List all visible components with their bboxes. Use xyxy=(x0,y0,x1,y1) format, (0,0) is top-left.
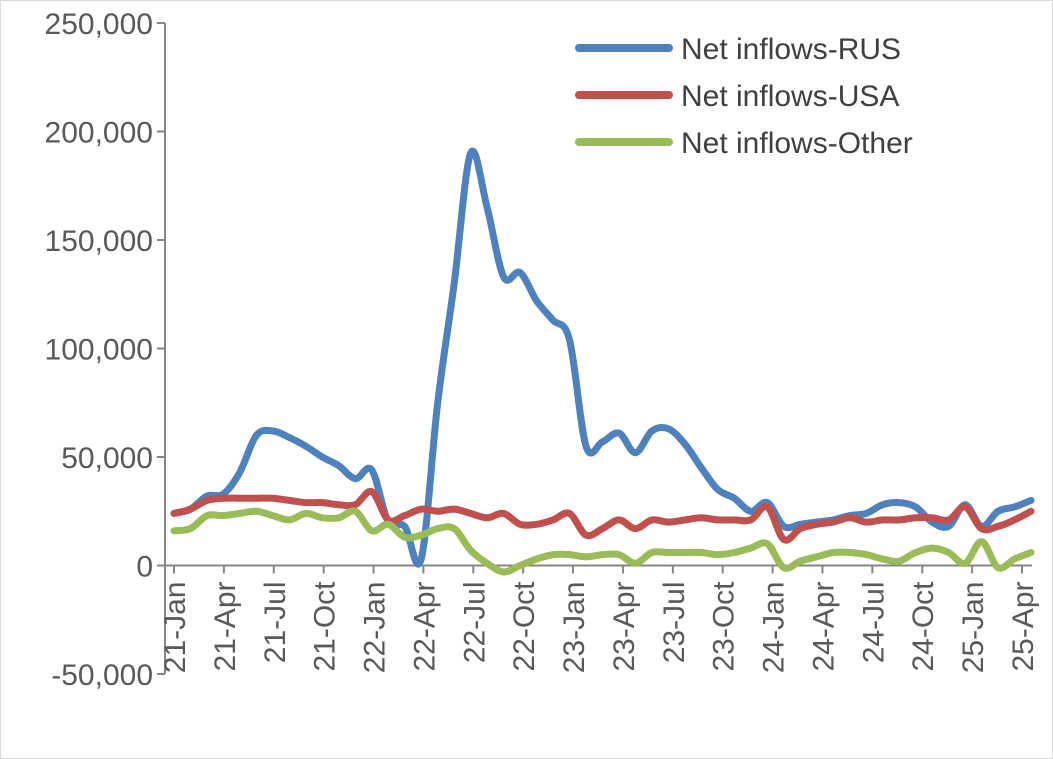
legend-label-3: Net inflows-Other xyxy=(681,127,913,160)
legend: Net inflows-RUS Net inflows-USA Net inflow… xyxy=(575,33,913,160)
series-lines xyxy=(170,147,1035,576)
x-tick-label: 25-Apr xyxy=(1007,581,1040,671)
x-tick-label: 24-Apr xyxy=(807,581,840,671)
x-tick-label: 21-Apr xyxy=(209,581,242,671)
x-tick-label: 23-Jul xyxy=(658,582,691,664)
x-tick-label: 22-Apr xyxy=(408,581,441,671)
x-tick-label: 23-Apr xyxy=(608,581,641,671)
x-tick-label: 24-Oct xyxy=(907,581,940,672)
x-axis: 21-Jan 21-Apr 21-Jul 21-Oct 22-Jan 22-Apr 22-J… xyxy=(159,564,1040,674)
series-line-2 xyxy=(170,487,1035,544)
x-tick-label: 21-Jan xyxy=(159,582,192,674)
x-tick-label: 21-Jul xyxy=(259,582,292,664)
x-tick-label: 24-Jan xyxy=(758,582,791,674)
x-tick-label: 22-Jan xyxy=(359,582,392,674)
x-tick-label: 24-Jul xyxy=(857,582,890,664)
x-tick-label: 22-Oct xyxy=(508,581,541,672)
y-tick-label: 0 xyxy=(136,551,153,584)
y-tick-label: -50,000 xyxy=(51,659,153,692)
y-tick-label: 100,000 xyxy=(45,334,153,367)
x-tick-label: 25-Jan xyxy=(957,582,990,674)
x-tick-label: 23-Oct xyxy=(708,581,741,672)
x-tick-label: 22-Jul xyxy=(458,582,491,664)
x-tick-label: 21-Oct xyxy=(309,581,342,672)
series-line-1 xyxy=(170,147,1035,568)
x-tick-label: 23-Jan xyxy=(558,582,591,674)
y-axis: 250,000 200,000 150,000 100,000 50,000 0 -50,0… xyxy=(45,8,166,692)
series-line-3 xyxy=(170,507,1035,576)
y-tick-label: 250,000 xyxy=(45,8,153,41)
y-tick-label: 200,000 xyxy=(45,117,153,150)
y-tick-label: 150,000 xyxy=(45,225,153,258)
legend-label-2: Net inflows-USA xyxy=(681,80,899,113)
legend-label-1: Net inflows-RUS xyxy=(681,33,901,66)
y-tick-label: 50,000 xyxy=(61,442,153,475)
